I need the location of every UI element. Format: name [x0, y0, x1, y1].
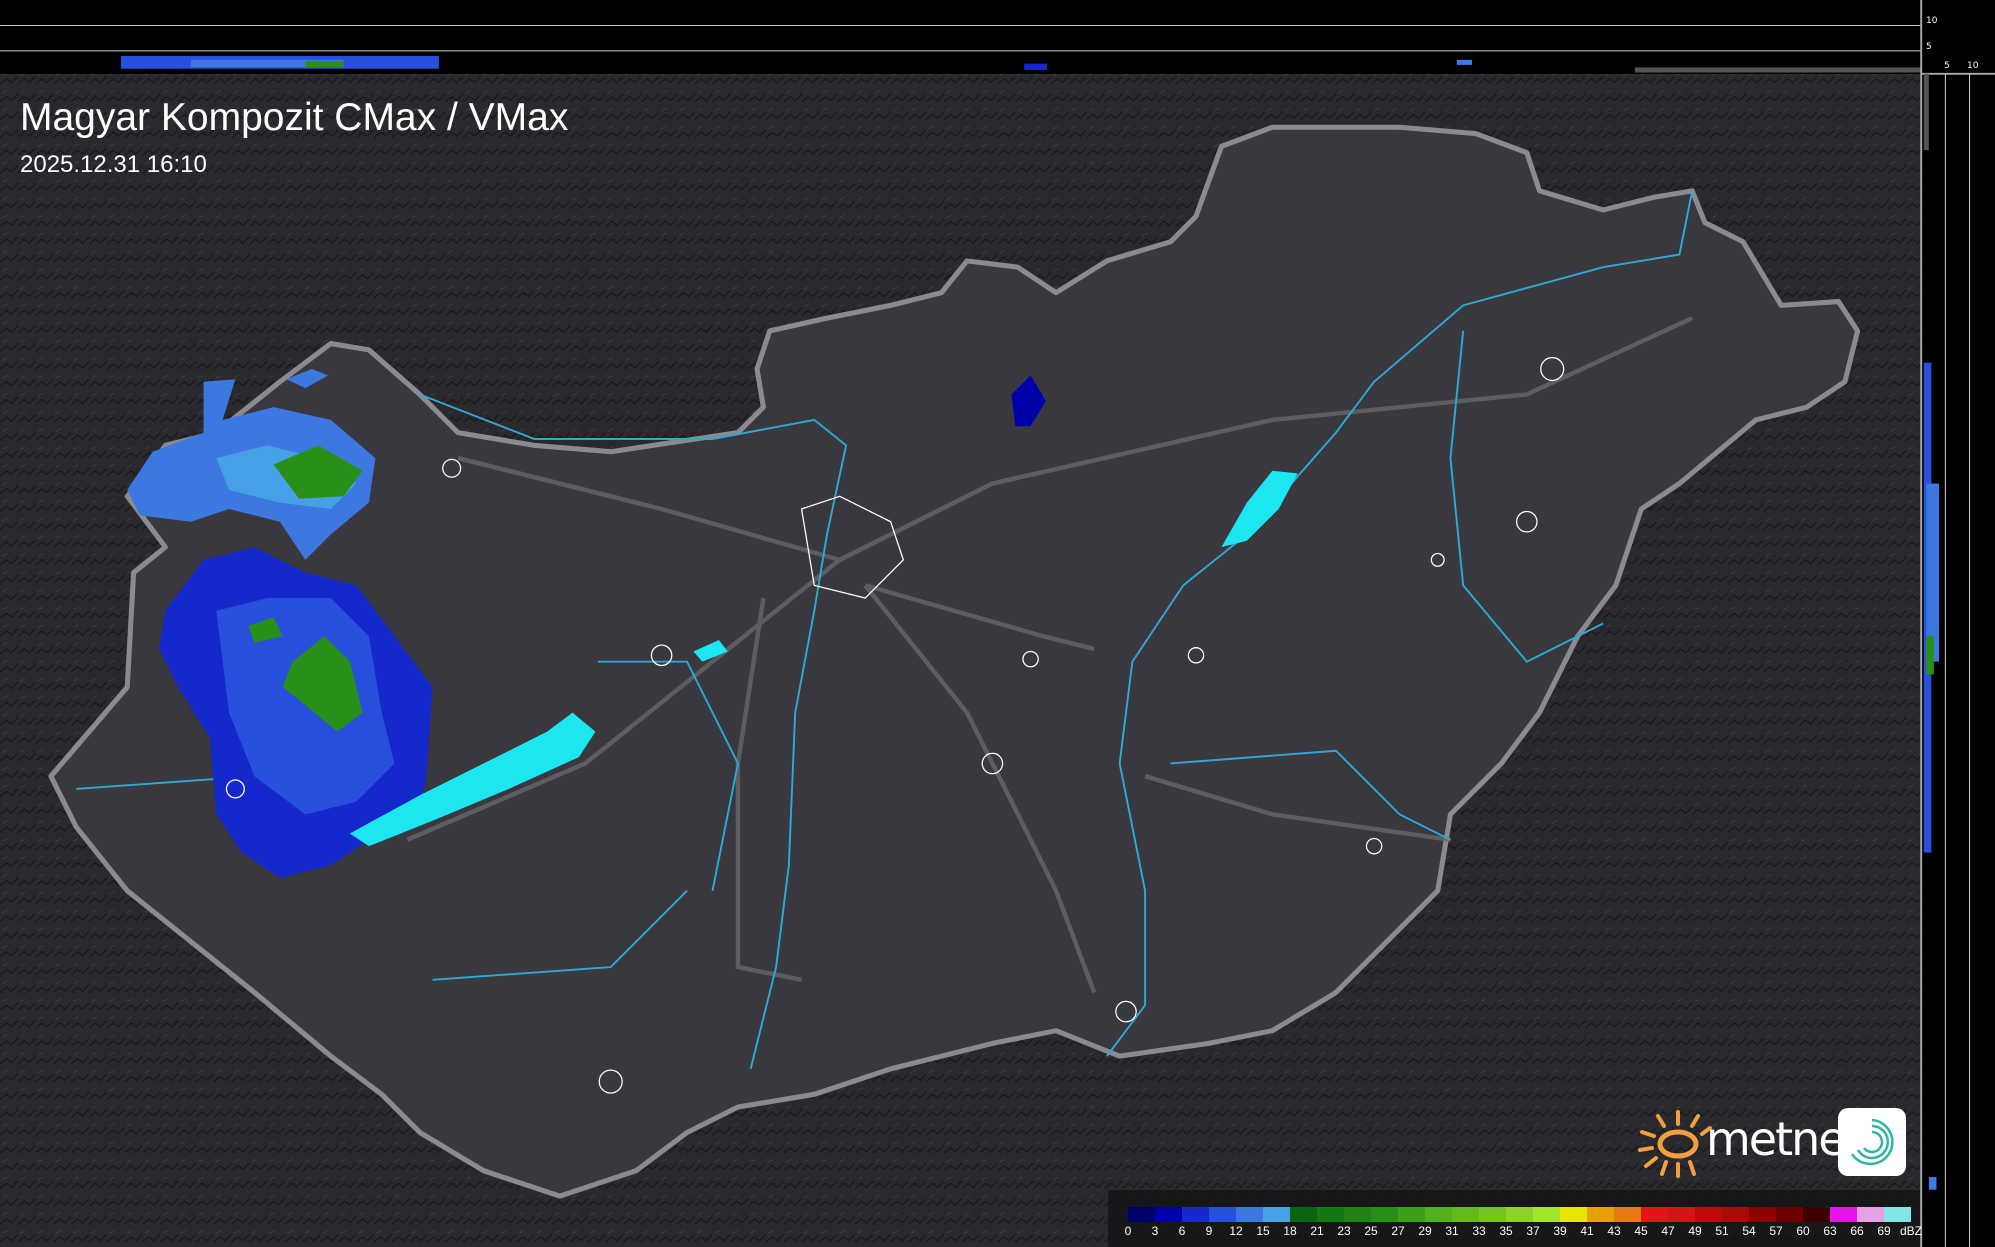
legend-label: 37 [1526, 1224, 1540, 1238]
legend-swatch [1884, 1207, 1911, 1222]
swirl-logo-icon [1838, 1108, 1906, 1176]
legend-label: 51 [1715, 1224, 1729, 1238]
legend-label: 25 [1364, 1224, 1378, 1238]
legend-label: 0 [1124, 1224, 1132, 1238]
legend-label: 57 [1769, 1224, 1783, 1238]
legend-label: 66 [1850, 1224, 1864, 1238]
legend-swatch [1749, 1207, 1776, 1222]
logo-text: metnet [1706, 1112, 1863, 1166]
legend-swatch [1155, 1207, 1182, 1222]
legend-label: 21 [1310, 1224, 1324, 1238]
legend-swatch [1182, 1207, 1209, 1222]
legend-label: 12 [1229, 1224, 1243, 1238]
legend-label: 63 [1823, 1224, 1837, 1238]
legend-label: 39 [1553, 1224, 1567, 1238]
sun-icon [1638, 1110, 1712, 1178]
legend-swatch [1128, 1207, 1155, 1222]
legend-swatch [1425, 1207, 1452, 1222]
legend-label: 29 [1418, 1224, 1432, 1238]
legend-swatch [1236, 1207, 1263, 1222]
legend-label: 6 [1178, 1224, 1186, 1238]
legend-swatch [1371, 1207, 1398, 1222]
legend-label: 43 [1607, 1224, 1621, 1238]
legend-swatch [1479, 1207, 1506, 1222]
legend-label: 18 [1283, 1224, 1297, 1238]
dbz-color-legend: 0 3 6 9 12 15 18 21 23 25 27 29 31 33 35 37 39 41 43 45 47 49… [1108, 1190, 1923, 1247]
legend-swatch [1317, 1207, 1344, 1222]
legend-swatch [1560, 1207, 1587, 1222]
legend-swatch [1776, 1207, 1803, 1222]
legend-label: 31 [1445, 1224, 1459, 1238]
legend-swatch [1641, 1207, 1668, 1222]
legend-swatch [1533, 1207, 1560, 1222]
legend-label: 27 [1391, 1224, 1405, 1238]
legend-swatches [1128, 1207, 1911, 1222]
legend-unit: dBZ [1899, 1224, 1923, 1238]
hungary-outline [48, 124, 1861, 1199]
top-scale-tick: 5 [1926, 42, 1932, 52]
legend-swatch [1722, 1207, 1749, 1222]
roads [406, 316, 1694, 994]
map-timestamp: 2025.12.31 16:10 [20, 151, 207, 178]
right-scale-tick: 5 [1944, 61, 1950, 71]
legend-label: 69 [1877, 1224, 1891, 1238]
legend-label: 9 [1205, 1224, 1213, 1238]
city-outlines [225, 356, 1565, 1094]
legend-swatch [1290, 1207, 1317, 1222]
legend-label: 47 [1661, 1224, 1675, 1238]
legend-swatch [1209, 1207, 1236, 1222]
legend-label: 49 [1688, 1224, 1702, 1238]
legend-swatch [1452, 1207, 1479, 1222]
metnet-logo: metnet [1636, 1104, 1906, 1184]
radar-precipitation [127, 369, 1298, 878]
legend-swatch [1344, 1207, 1371, 1222]
legend-swatch [1695, 1207, 1722, 1222]
legend-swatch [1857, 1207, 1884, 1222]
legend-swatch [1263, 1207, 1290, 1222]
legend-swatch [1506, 1207, 1533, 1222]
top-scale-tick: 10 [1926, 16, 1938, 26]
legend-swatch [1614, 1207, 1641, 1222]
legend-label: 35 [1499, 1224, 1513, 1238]
legend-label: 54 [1742, 1224, 1756, 1238]
legend-label: 33 [1472, 1224, 1486, 1238]
legend-label: 45 [1634, 1224, 1648, 1238]
legend-label: 23 [1337, 1224, 1351, 1238]
right-scale-tick: 10 [1967, 61, 1979, 71]
legend-swatch [1830, 1207, 1857, 1222]
legend-label: 60 [1796, 1224, 1810, 1238]
legend-label: 41 [1580, 1224, 1594, 1238]
legend-swatch [1398, 1207, 1425, 1222]
legend-swatch [1587, 1207, 1614, 1222]
legend-label: 3 [1151, 1224, 1159, 1238]
legend-label: 15 [1256, 1224, 1270, 1238]
legend-swatch [1668, 1207, 1695, 1222]
legend-swatch [1803, 1207, 1830, 1222]
map-title: Magyar Kompozit CMax / VMax [20, 96, 569, 139]
